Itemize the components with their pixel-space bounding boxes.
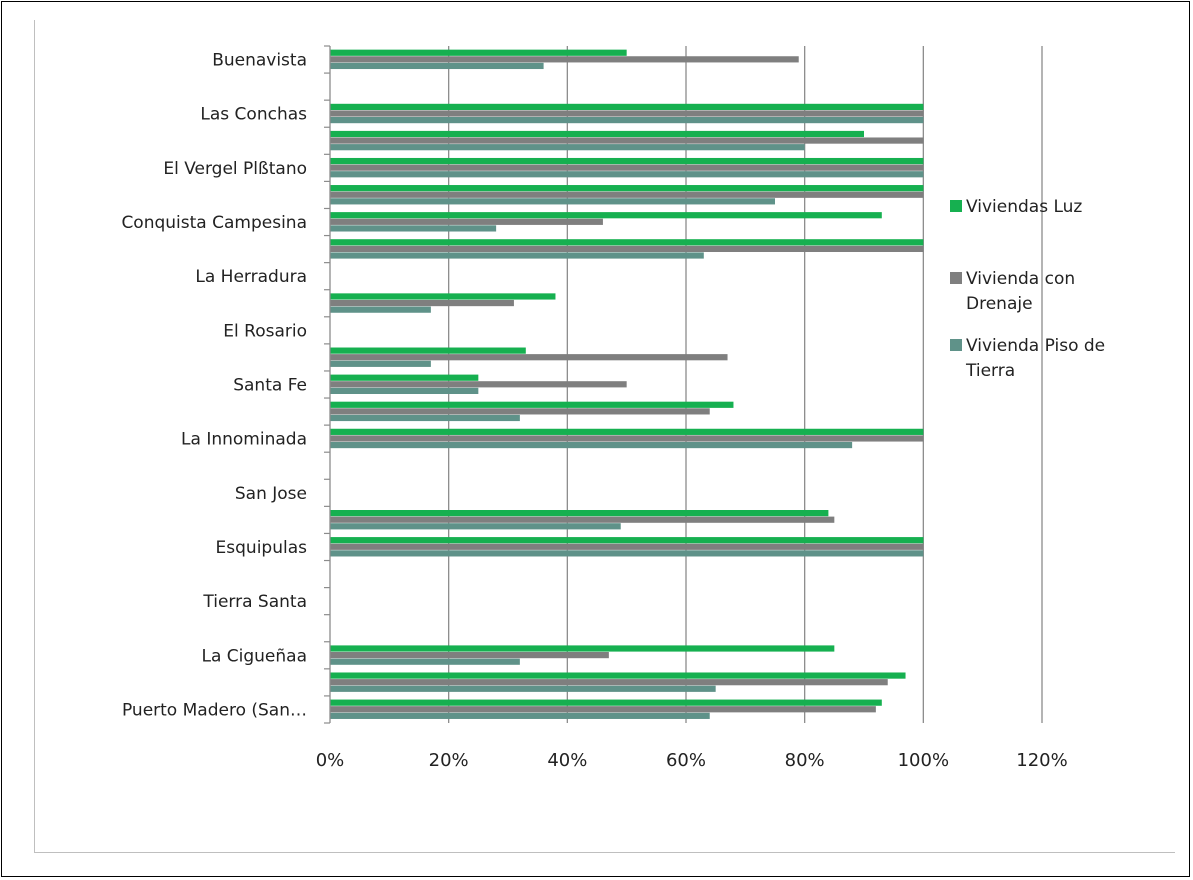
category-label: Esquipulas (216, 538, 308, 558)
category-labels: Buenavista Las Conchas El Vergel Plßtano Co… (121, 51, 307, 721)
category-label: Tierra Santa (202, 592, 307, 612)
bar (330, 543, 924, 550)
category-label: El Rosario (223, 321, 307, 341)
bar (330, 218, 603, 225)
bar (330, 523, 621, 530)
bar (330, 239, 924, 246)
legend-swatch (950, 272, 962, 284)
legend-label: Vivienda Piso de (966, 336, 1105, 356)
bar (330, 137, 924, 144)
bar (330, 516, 835, 523)
bar (330, 185, 924, 192)
bar (330, 191, 924, 198)
bar (330, 299, 514, 307)
bar (330, 49, 627, 56)
bar (330, 354, 728, 361)
bar (330, 293, 556, 300)
bar (330, 537, 924, 544)
bar (330, 103, 924, 110)
bar (330, 652, 609, 659)
legend: Viviendas Luz Vivienda con Drenaje Vivienda… (950, 197, 1105, 381)
category-label: Buenavista (212, 51, 307, 71)
category-label: La Cigueñaa (201, 646, 307, 666)
bar (330, 414, 520, 422)
tick-label: 60% (666, 750, 706, 771)
bar (330, 387, 479, 394)
bar (330, 672, 906, 679)
bar (330, 679, 888, 686)
bar (330, 706, 876, 713)
bar (330, 441, 853, 449)
category-axis (324, 45, 331, 724)
bar (330, 699, 882, 706)
bar (330, 428, 924, 435)
bar (330, 117, 924, 124)
bar (330, 408, 710, 415)
bar (330, 157, 924, 165)
bar (330, 62, 544, 70)
legend-label: Viviendas Luz (966, 197, 1082, 217)
bar (330, 198, 775, 205)
bar (330, 685, 716, 692)
bar (330, 144, 805, 151)
legend-label: Drenaje (966, 294, 1033, 314)
category-label: Conquista Campesina (121, 213, 307, 233)
tick-label: 20% (429, 750, 469, 771)
tick-label: 40% (547, 750, 587, 771)
bar (330, 56, 799, 63)
bar (330, 645, 835, 652)
bar (330, 435, 924, 442)
bar (330, 245, 924, 252)
bar (330, 110, 924, 117)
category-label: Santa Fe (233, 376, 307, 396)
bar (330, 360, 431, 367)
bars (330, 49, 924, 719)
bar (330, 225, 497, 232)
tick-label: 120% (1016, 750, 1067, 771)
legend-label: Tierra (965, 361, 1015, 381)
bar (330, 212, 882, 219)
bar (330, 381, 627, 388)
bar (330, 658, 520, 665)
category-label: La Herradura (195, 267, 307, 287)
category-label: Puerto Madero (San… (122, 700, 307, 720)
bar (330, 252, 704, 259)
bar (330, 374, 479, 381)
category-label: El Vergel Plßtano (163, 159, 307, 179)
bar (330, 130, 864, 138)
tick-label: 0% (316, 750, 345, 771)
bar (330, 401, 734, 408)
bar (330, 306, 431, 313)
category-label: San Jose (235, 484, 307, 504)
legend-swatch (950, 339, 962, 351)
tick-label: 100% (898, 750, 949, 771)
bar (330, 712, 710, 719)
category-label: Las Conchas (200, 105, 307, 125)
bar (330, 510, 829, 517)
bar (330, 347, 526, 354)
value-axis-ticks: 0% 20% 40% 60% 80% 100% 120% (316, 750, 1068, 771)
legend-label: Vivienda con (966, 269, 1075, 289)
tick-label: 80% (785, 750, 825, 771)
plot-area-border (34, 20, 1175, 853)
bar (330, 164, 924, 171)
category-label: La Innominada (181, 430, 307, 450)
bar (330, 171, 924, 178)
legend-swatch (950, 200, 962, 212)
bar (330, 550, 924, 557)
